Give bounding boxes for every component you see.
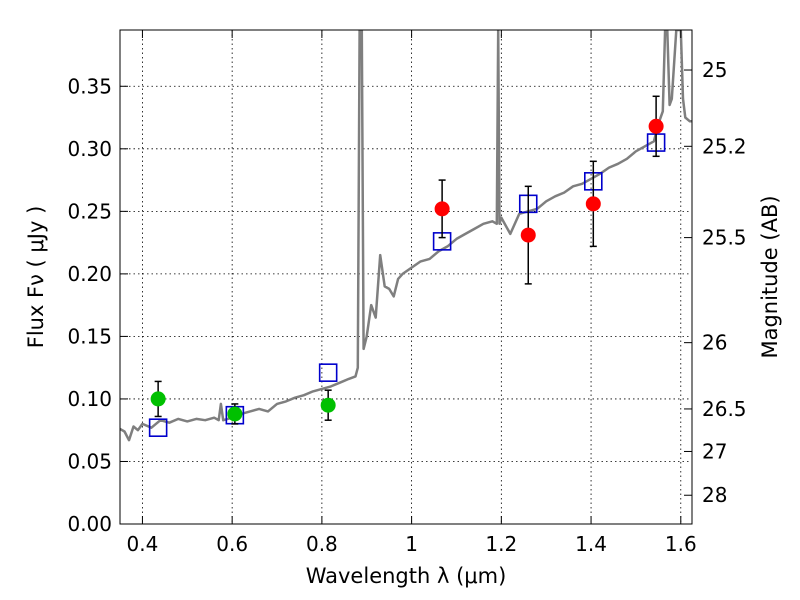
x-tick-label: 0.8 (306, 532, 338, 556)
y2-tick-label: 25 (702, 58, 727, 82)
photometry-point (434, 201, 450, 217)
model-square-marker (148, 418, 168, 438)
axis-ticks (120, 30, 692, 525)
y2-tick-label: 26.5 (702, 397, 747, 421)
plot-area (120, 30, 692, 442)
y2-tick-label: 28 (702, 483, 727, 507)
x-axis-label: Wavelength λ (μm) (306, 564, 507, 588)
y-tick-label: 0.25 (67, 199, 112, 223)
y2-axis-label: Magnitude (AB) (758, 195, 782, 358)
model-spectrum-line (120, 30, 692, 442)
x-tick-label: 0.6 (216, 532, 248, 556)
photometry-point (648, 118, 664, 134)
plot-frame (119, 29, 693, 525)
y-tick-label: 0.00 (67, 512, 112, 536)
x-tick-label: 1.4 (575, 532, 607, 556)
photometry-point (520, 227, 536, 243)
y2-tick-label: 27 (702, 439, 727, 463)
y2-tick-label: 26 (702, 331, 727, 355)
y-tick-label: 0.15 (67, 324, 112, 348)
y-axis-label: Flux Fν ( μJy ) (24, 206, 48, 349)
photometry-point (227, 406, 243, 422)
x-tick-label: 1 (405, 532, 418, 556)
x-tick-label: 1.2 (485, 532, 517, 556)
y-tick-label: 0.30 (67, 137, 112, 161)
photometry-point (585, 196, 601, 212)
y-tick-label: 0.20 (67, 262, 112, 286)
photometry-point (150, 391, 166, 407)
y2-tick-label: 25.2 (702, 134, 747, 158)
x-tick-label: 1.6 (665, 532, 697, 556)
model-square-marker (318, 363, 338, 382)
y2-tick-label: 25.5 (702, 226, 747, 250)
y-tick-label: 0.10 (67, 387, 112, 411)
axis-tick-labels: 0.4 0.6 0.8 1 1.2 1.4 1.6 0.00 0.05 0.10 0.15 0.20 0… (67, 58, 746, 556)
y-tick-label: 0.05 (67, 449, 112, 473)
y-tick-label: 0.35 (67, 74, 112, 98)
photometry-point (320, 397, 336, 413)
x-tick-label: 0.4 (127, 532, 159, 556)
